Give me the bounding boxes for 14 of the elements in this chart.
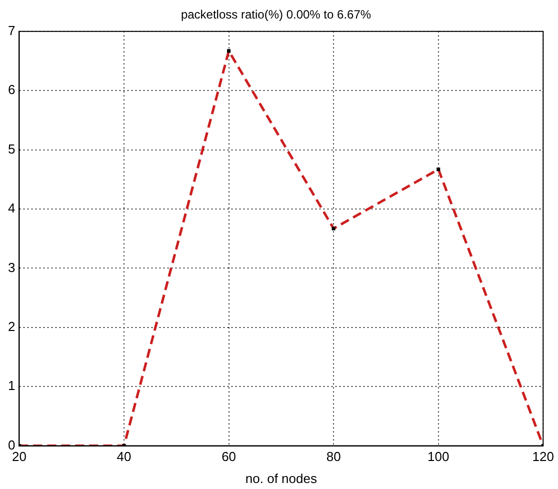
x-tick-label: 120 xyxy=(532,449,554,464)
y-tick-label: 6 xyxy=(8,82,16,98)
y-tick-label: 1 xyxy=(8,378,16,394)
x-tick-label: 100 xyxy=(428,449,450,464)
chart-title: packetloss ratio(%) 0.00% to 6.67% xyxy=(180,8,372,22)
x-tick-label: 60 xyxy=(222,449,236,464)
x-tick-label: 80 xyxy=(326,449,341,464)
y-tick-label: 7 xyxy=(8,22,16,38)
y-tick-label: 3 xyxy=(8,260,16,275)
x-axis-title: no. of nodes xyxy=(245,470,318,486)
y-tick-label: 4 xyxy=(8,200,16,216)
y-tick-label: 2 xyxy=(8,318,16,334)
x-tick-label: 40 xyxy=(116,449,132,464)
y-tick-label: 5 xyxy=(8,141,16,156)
